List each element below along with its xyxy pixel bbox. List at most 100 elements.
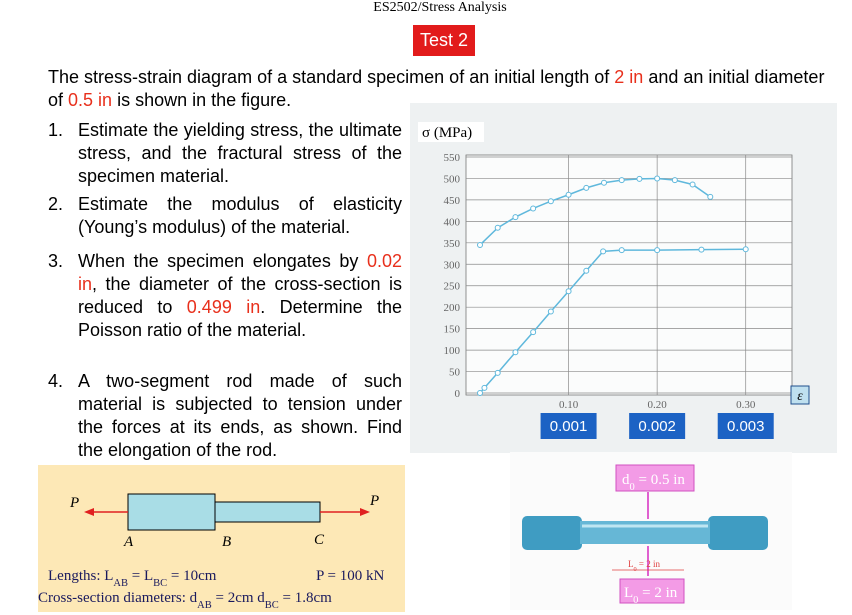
force-label: P (369, 493, 379, 509)
label-box (619, 578, 685, 604)
y-tick-label: 550 (444, 152, 461, 164)
strain-label: 0.001 (550, 418, 588, 435)
highlight: 0.5 in (68, 90, 113, 110)
x-tick-label: 0.20 (648, 399, 668, 411)
test-badge (413, 25, 475, 56)
highlight: 0.499 in (186, 297, 261, 317)
x-label: ε (797, 389, 803, 404)
course: ES2502/Stress Analysis (373, 0, 506, 15)
question-text: When the specimen elongates by 0.02 in, … (78, 250, 402, 342)
y-label-box (418, 122, 484, 142)
subscript: BC (153, 578, 167, 589)
text: A two-segment rod made of such material … (78, 371, 402, 460)
question: 4. A two-segment rod made of such materia… (48, 370, 402, 462)
rod-segment-ab (127, 493, 216, 531)
data-point (512, 349, 519, 356)
data-point (530, 329, 537, 336)
text: = L (128, 568, 153, 584)
highlight: 2 in (614, 67, 644, 87)
specimen-end (522, 516, 582, 550)
text: is shown in the figure. (112, 90, 292, 110)
data-point (636, 175, 643, 182)
strain-label: 0.002 (638, 418, 676, 435)
data-point (707, 193, 714, 200)
y-tick-label: 250 (444, 281, 461, 293)
x-label-box (790, 385, 810, 405)
x-tick-label: 0.10 (559, 399, 579, 411)
diameter-label: d0 = 0.5 in (622, 472, 685, 493)
data-point (698, 246, 705, 253)
strain-label: 0.003 (727, 418, 765, 435)
dimension-label: L0 = 2 in (628, 559, 660, 573)
question-text: Estimate the yielding stress, the ultima… (78, 119, 402, 188)
text: The stress-strain diagram of a standard … (48, 67, 615, 87)
arrow-head (360, 508, 370, 516)
text: L (628, 559, 634, 569)
y-tick-label: 300 (444, 259, 461, 271)
question-text: A two-segment rod made of such material … (78, 370, 402, 462)
text: = 2 in (637, 559, 661, 569)
question-text: Estimate the modulus of elasticity (Youn… (78, 193, 402, 239)
data-point (547, 308, 554, 315)
question: 3. When the specimen elongates by 0.02 in… (48, 250, 402, 342)
y-label: σ (MPa) (422, 125, 472, 141)
arrow-head (84, 508, 94, 516)
specimen-gauge (580, 521, 710, 544)
x-tick-label: 0.30 (736, 399, 756, 411)
highlight: 0.02 in (78, 251, 402, 294)
strain-box (717, 413, 774, 439)
y-tick-label: 150 (444, 324, 461, 336)
data-point (742, 246, 749, 253)
label-box (615, 464, 695, 492)
data-point (477, 390, 483, 396)
text: Lengths: L (48, 568, 113, 584)
rod-panel (38, 465, 405, 612)
y-tick-label: 450 (444, 195, 461, 207)
text: When the specimen elongates by (78, 251, 367, 271)
text: = 2 in (638, 585, 677, 601)
data-point (477, 241, 483, 248)
lengths: Lengths: LAB = LBC = 10cm (48, 568, 217, 589)
data-point (600, 248, 607, 255)
data-point (512, 214, 519, 221)
data-point (601, 179, 607, 186)
point-label: C (314, 532, 325, 548)
subscript: 0 (634, 566, 637, 573)
intro: The stress-strain diagram of a standard … (48, 66, 828, 112)
text: d (622, 472, 630, 488)
rod-segment-bc (214, 501, 321, 523)
data-point (583, 184, 590, 191)
data-point (583, 267, 590, 274)
y-tick-label: 50 (449, 367, 461, 379)
data-point (565, 191, 572, 198)
data-point (494, 224, 501, 231)
question: 2. Estimate the modulus of elasticity (Yo… (48, 193, 402, 239)
strain-box (629, 413, 686, 439)
data-point (530, 205, 537, 212)
diameters: Cross-section diameters: dAB = 2cm dBC =… (38, 590, 332, 611)
test-title: Test 2 (420, 30, 468, 50)
load: P = 100 kN (316, 568, 384, 584)
stress-strain-chart: 0 50 100 150 200 250 300 350 400 450 500 550 0.10 0.0… (444, 152, 792, 439)
data-point (547, 198, 554, 205)
question: 1. Estimate the yielding stress, the ulti… (48, 119, 402, 188)
data-point (654, 175, 661, 182)
y-tick-label: 500 (444, 173, 461, 185)
text: Cross-section diameters: d (38, 590, 198, 606)
data-point (671, 177, 678, 184)
text: = 1.8cm (279, 590, 332, 606)
number: 2. (48, 194, 64, 214)
y-tick-label: 350 (444, 238, 461, 250)
length-label: L0 = 2 in (624, 585, 678, 606)
data-point (481, 384, 488, 391)
text: L (624, 585, 633, 601)
data-point (618, 247, 625, 254)
subscript: 0 (633, 595, 638, 606)
strain-box (540, 413, 597, 439)
text: = 0.5 in (635, 472, 686, 488)
text: = 2cm d (212, 590, 266, 606)
data-point (494, 369, 501, 376)
number: 4. (48, 371, 64, 391)
